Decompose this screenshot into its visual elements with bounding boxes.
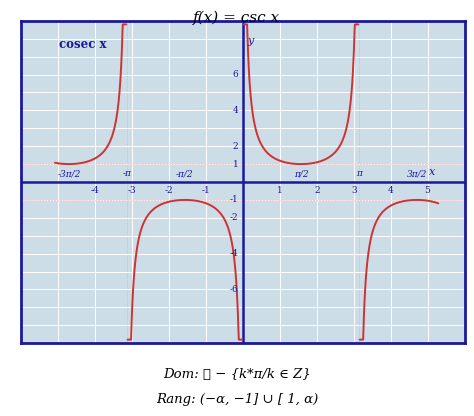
Text: -1: -1 [230, 196, 238, 204]
Text: -2: -2 [230, 213, 238, 222]
Text: π: π [356, 169, 362, 178]
Text: 3π/2: 3π/2 [407, 169, 427, 178]
Text: y: y [247, 36, 254, 46]
Text: 4: 4 [233, 106, 238, 115]
Text: -π: -π [122, 169, 131, 178]
Text: 1: 1 [277, 186, 283, 195]
Text: 6: 6 [233, 70, 238, 79]
Text: -4: -4 [91, 186, 100, 195]
Text: f(x) = csc x: f(x) = csc x [193, 10, 281, 25]
Text: -1: -1 [201, 186, 210, 195]
Text: 2: 2 [314, 186, 319, 195]
Text: Rang: (−α, −1] ∪ [ 1, α): Rang: (−α, −1] ∪ [ 1, α) [156, 393, 318, 406]
Text: cosec x: cosec x [59, 38, 107, 51]
Text: -3: -3 [128, 186, 137, 195]
Text: x: x [429, 167, 436, 177]
Text: 3: 3 [351, 186, 356, 195]
Text: 1: 1 [233, 160, 238, 168]
Text: -π/2: -π/2 [176, 169, 194, 178]
Text: -2: -2 [165, 186, 173, 195]
Text: Dom: ℝ − {k*π/k ∈ Z}: Dom: ℝ − {k*π/k ∈ Z} [163, 368, 311, 381]
Text: π/2: π/2 [293, 169, 308, 178]
Text: -6: -6 [230, 285, 238, 294]
Text: -4: -4 [230, 249, 238, 258]
Text: 4: 4 [388, 186, 393, 195]
Text: 5: 5 [425, 186, 430, 195]
Text: 2: 2 [233, 142, 238, 151]
Text: -3π/2: -3π/2 [57, 169, 81, 178]
